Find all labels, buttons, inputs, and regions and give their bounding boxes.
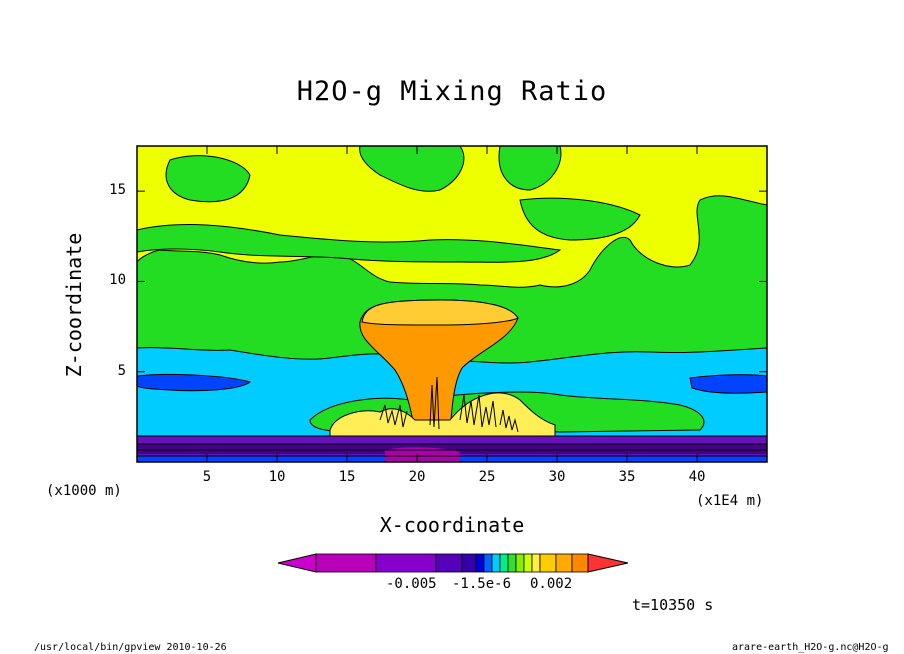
colorbar-segment <box>491 553 501 573</box>
field-green-island-2 <box>359 146 465 192</box>
colorbar-label: 0.002 <box>530 576 573 592</box>
y-tick-label: 5 <box>117 362 126 379</box>
field-green-band-mid <box>137 224 562 263</box>
colorbar-segment <box>435 553 463 573</box>
colorbar-label: -0.005 <box>386 576 437 592</box>
colorbar-segment <box>507 553 517 573</box>
x-tick-label: 40 <box>688 469 706 485</box>
field-darkpurple-band <box>137 444 767 454</box>
x-tick-label: 20 <box>408 469 426 485</box>
x-axis-unit: (x1E4 m) <box>696 493 764 509</box>
colorbar-right-arrow <box>587 553 629 573</box>
colorbar-segment <box>531 553 541 573</box>
colorbar-segment <box>515 553 525 573</box>
colorbar-segment <box>555 553 573 573</box>
colorbar-segment <box>461 553 477 573</box>
x-tick-label: 30 <box>548 469 566 485</box>
y-tick-label: 15 <box>109 182 126 199</box>
footer-right: arare-earth_H2O-g.nc@H2O-g <box>732 642 889 653</box>
field-green-island-1 <box>165 155 251 203</box>
chart-title: H2O-g Mixing Ratio <box>296 76 608 107</box>
field-green-island-4 <box>519 197 641 241</box>
colorbar <box>277 553 629 573</box>
x-tick-label: 35 <box>618 469 636 485</box>
x-tick-label: 25 <box>478 469 496 485</box>
x-tick-label: 15 <box>338 469 356 485</box>
field-yellow-turbulent <box>329 392 556 439</box>
y-axis-label: Z-coordinate <box>62 232 86 378</box>
field-blue-left <box>137 373 252 392</box>
field-green-island-3 <box>498 146 562 191</box>
colorbar-segment <box>571 553 589 573</box>
plot-frame <box>136 145 768 463</box>
x-tick-label: 5 <box>202 469 212 485</box>
colorbar-segment <box>523 553 533 573</box>
colorbar-label: -1.5e-6 <box>452 576 512 592</box>
colorbar-segment <box>375 553 437 573</box>
x-tick-label: 10 <box>268 469 286 485</box>
footer-left: /usr/local/bin/gpview 2010-10-26 <box>34 642 227 653</box>
field-blue-right <box>689 374 767 394</box>
colorbar-segment <box>539 553 557 573</box>
x-axis-label: X-coordinate <box>379 513 525 537</box>
colorbar-segment <box>315 553 377 573</box>
field-turbulent-contours <box>379 376 519 433</box>
y-axis-ticks <box>137 190 767 373</box>
colorbar-segment <box>499 553 509 573</box>
colorbar-segment <box>483 553 493 573</box>
colorbar-segment <box>475 553 485 573</box>
field-lightorange-dome <box>361 299 519 326</box>
field-magenta-blob <box>385 447 460 462</box>
time-label: t=10350 s <box>632 596 714 614</box>
y-tick-label: 10 <box>109 272 126 289</box>
x-axis-ticks <box>206 146 698 462</box>
colorbar-left-arrow <box>277 553 317 573</box>
y-axis-unit: (x1000 m) <box>46 483 122 499</box>
